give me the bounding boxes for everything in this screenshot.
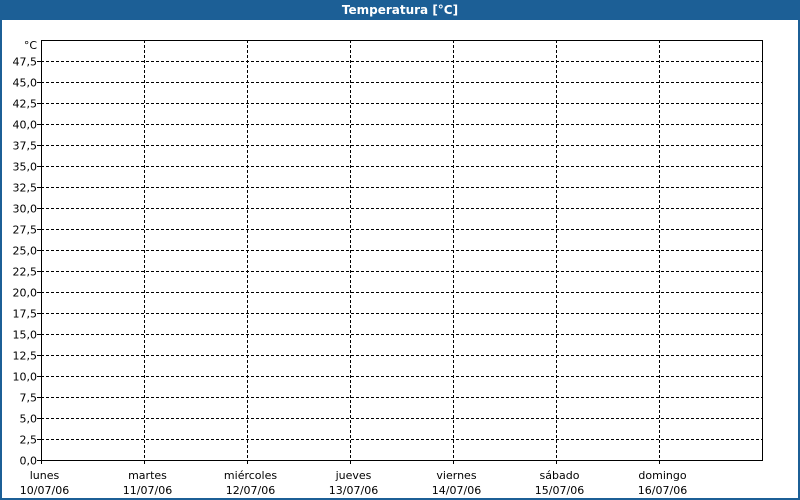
y-tick-label: 2,5 xyxy=(20,434,38,447)
y-tick-label: 27,5 xyxy=(13,224,38,237)
y-tick-label: 45,0 xyxy=(13,77,38,90)
x-tick-label-date: 10/07/06 xyxy=(20,484,69,497)
y-tick-label: 7,5 xyxy=(20,392,38,405)
y-tick-label: 32,5 xyxy=(13,182,38,195)
x-tick-label-day: martes xyxy=(128,469,167,482)
window-title: Temperatura [°C] xyxy=(0,0,800,20)
plot-area-frame xyxy=(41,40,763,461)
y-tick-label: 12,5 xyxy=(13,350,38,363)
x-tick-label-date: 13/07/06 xyxy=(329,484,378,497)
x-tick-label-date: 11/07/06 xyxy=(123,484,172,497)
y-tick-label: 15,0 xyxy=(13,329,38,342)
y-tick-label: 37,5 xyxy=(13,140,38,153)
y-tick-label: 30,0 xyxy=(13,203,38,216)
y-tick-label: 20,0 xyxy=(13,287,38,300)
x-tick-label-day: sábado xyxy=(540,469,580,482)
y-tick-label: 0,0 xyxy=(20,455,38,468)
x-tick-label-day: jueves xyxy=(335,469,372,482)
x-tick-label-day: viernes xyxy=(436,469,476,482)
y-tick-label: 47,5 xyxy=(13,56,38,69)
x-tick-label-date: 16/07/06 xyxy=(638,484,687,497)
y-tick-label: 22,5 xyxy=(13,266,38,279)
x-tick-label-day: lunes xyxy=(30,469,60,482)
x-tick-label-day: domingo xyxy=(638,469,686,482)
x-tick-label-date: 12/07/06 xyxy=(226,484,275,497)
y-tick-label: 17,5 xyxy=(13,308,38,321)
y-tick-label: 35,0 xyxy=(13,161,38,174)
y-tick-label: 42,5 xyxy=(13,98,38,111)
y-tick-label: 40,0 xyxy=(13,119,38,132)
x-tick-label-day: miércoles xyxy=(224,469,277,482)
x-tick-label-date: 15/07/06 xyxy=(535,484,584,497)
x-tick-label-date: 14/07/06 xyxy=(432,484,481,497)
y-tick-label: 5,0 xyxy=(20,413,38,426)
y-tick-label: 10,0 xyxy=(13,371,38,384)
chart-panel xyxy=(2,20,798,498)
y-axis-unit: °C xyxy=(24,39,38,52)
y-tick-label: 25,0 xyxy=(13,245,38,258)
